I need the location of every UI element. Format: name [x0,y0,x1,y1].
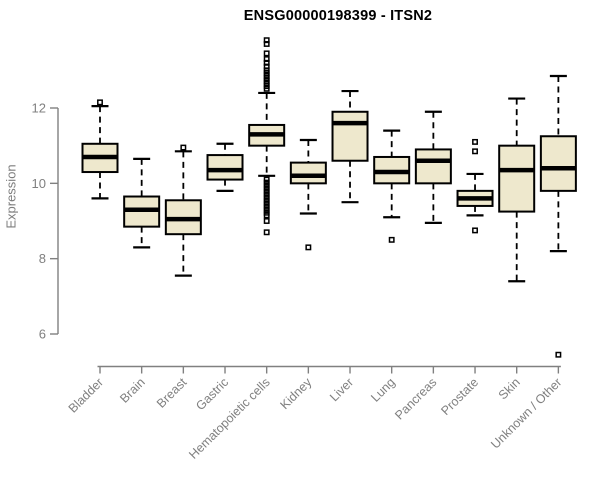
outlier-point [388,236,395,243]
outlier-point [263,41,270,47]
x-tick-label-gastric: Gastric [193,375,231,413]
outlier-point [263,185,270,192]
boxplot-gastric [206,142,244,192]
outlier-point [305,244,312,251]
chart-title: ENSG00000198399 - ITSN2 [243,8,433,24]
boxplot-lung [373,129,411,243]
outlier-point [263,182,270,189]
iqr-box [289,161,327,185]
y-tick-label-8: 8 [39,251,46,266]
x-tick-label-liver: Liver [327,375,356,404]
x-tick-label-lung: Lung [368,375,398,405]
boxplot-kidney [289,138,327,251]
x-tick-label-brain: Brain [117,375,148,406]
iqr-box [539,135,577,192]
outlier-point [263,176,270,183]
outlier-point [263,200,270,207]
outlier-point [263,188,270,195]
boxplot-pancreas [414,110,452,224]
x-tick-label-skin: Skin [496,375,523,402]
outlier-point [97,99,103,106]
boxplot-breast [164,144,202,277]
outlier-point [263,50,270,57]
boxplot-unknown-other [539,74,577,358]
outlier-point [555,351,562,358]
x-tick-label-unknown-other: Unknown / Other [488,375,564,451]
iqr-box [206,154,244,181]
x-tick-label-hematopoietic-cells: Hematopoietic cells [186,375,273,462]
x-tick-label-kidney: Kidney [278,375,315,412]
boxplot-prostate [456,138,494,234]
y-tick-label-10: 10 [32,176,46,191]
boxplot-brain [123,157,161,249]
outlier-point [263,194,270,201]
iqr-box [414,148,452,185]
outlier-point [263,229,270,236]
outlier-point [263,203,270,210]
iqr-box [331,110,369,162]
x-tick-label-prostate: Prostate [438,375,481,418]
x-tick-label-bladder: Bladder [66,375,106,415]
boxplot-liver [331,89,369,204]
outlier-point [263,85,270,92]
outlier-point [472,138,478,145]
outlier-point [263,179,270,186]
y-axis-label: Expression [3,164,19,229]
y-tick-label-6: 6 [39,327,46,342]
x-tick-label-pancreas: Pancreas [392,375,439,422]
outlier-point [263,206,270,213]
outlier-point [472,148,478,155]
outlier-point [180,144,187,151]
boxplot-skin [498,97,536,283]
boxplot-bladder [81,99,119,200]
outlier-point [263,212,270,219]
x-tick-label-breast: Breast [154,375,190,411]
outlier-point [263,197,270,204]
y-tick-label-12: 12 [32,101,46,116]
boxplot-hematopoietic-cells [248,37,286,236]
outlier-point [472,227,478,234]
outlier-point [263,191,270,198]
iqr-box [498,144,536,213]
outlier-point [263,218,270,224]
